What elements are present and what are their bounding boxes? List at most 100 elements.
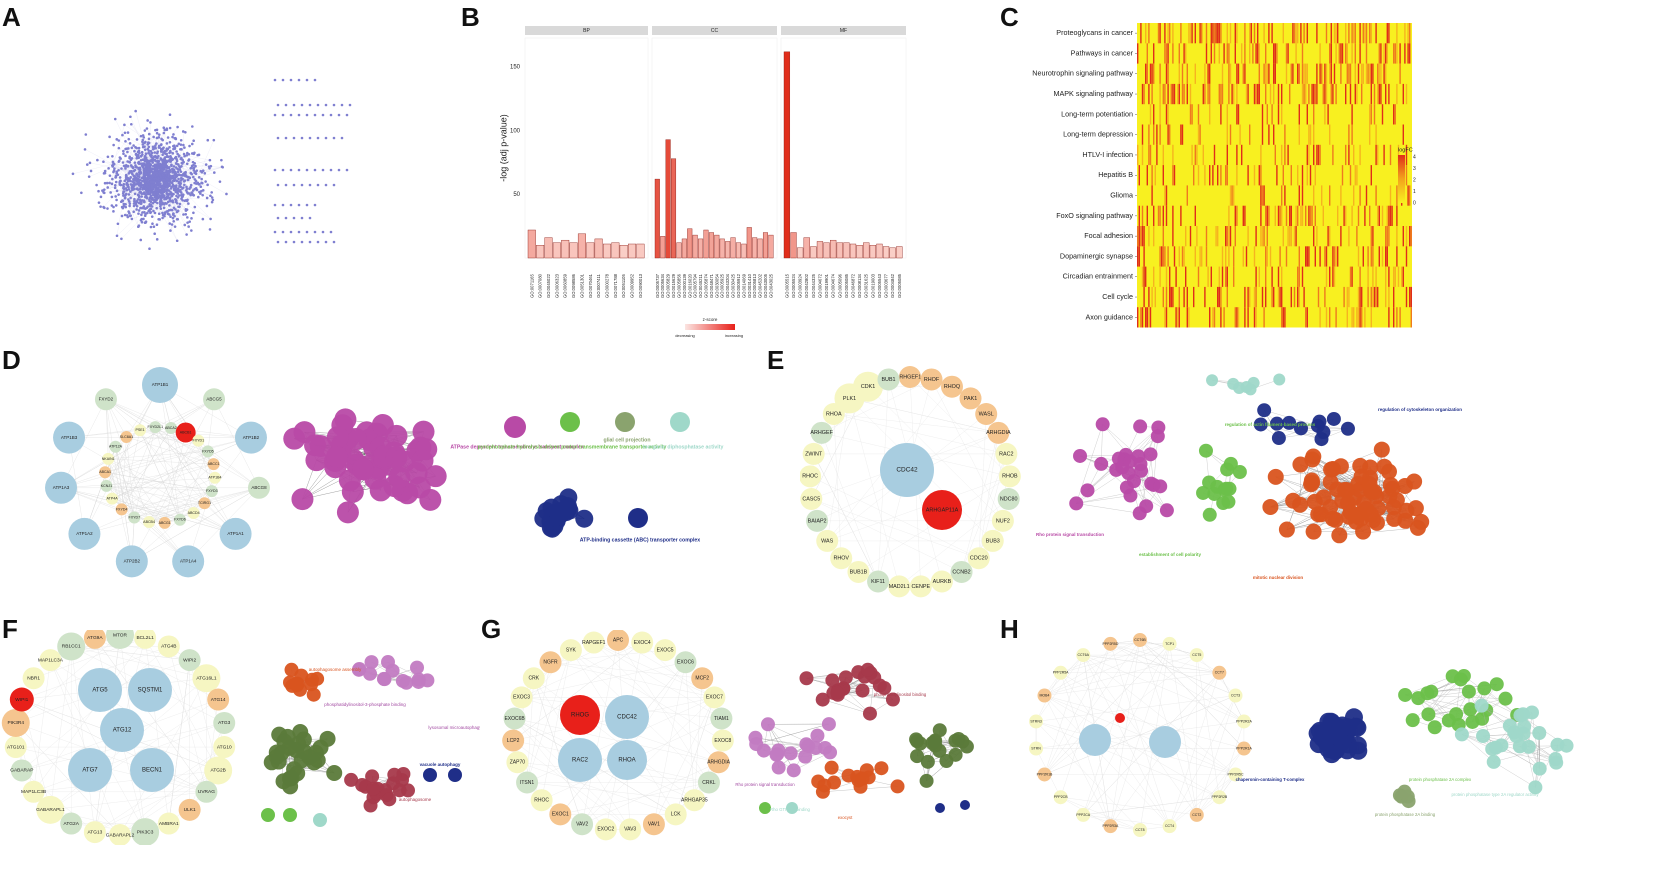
- ppi-small-node: [276, 240, 280, 244]
- ppi-node: [209, 194, 212, 198]
- ppi-node: [114, 195, 117, 198]
- ppi-node: [165, 147, 169, 150]
- ppi-node: [126, 131, 130, 134]
- bar: [735, 242, 741, 259]
- ppi-node: [122, 194, 125, 197]
- ppi-node: [175, 194, 178, 198]
- heat-cell: [1260, 144, 1262, 166]
- heat-cell: [1349, 63, 1352, 84]
- heat-cell: [1277, 83, 1280, 105]
- ring-node: [877, 368, 900, 391]
- heat-cell: [1297, 266, 1299, 287]
- ppi-node: [133, 192, 137, 196]
- heat-cell: [1349, 83, 1352, 105]
- ppi-node: [141, 186, 144, 190]
- heat-cell: [1373, 83, 1376, 105]
- ppi-node: [133, 178, 137, 182]
- ppi-small-node: [308, 240, 312, 244]
- heat-cell: [1209, 165, 1211, 186]
- x-tick-label: GO:0008134: [857, 273, 862, 298]
- x-tick-label: GO:0007080: [538, 273, 543, 298]
- inner-node: [134, 424, 147, 437]
- panel-h-networks: CCT6BTCP1CCT5CCT7CCT3PPP2R2APPP2R1APPP2R…: [1029, 633, 1574, 837]
- heat-cell: [1202, 144, 1204, 166]
- ppi-node: [134, 109, 137, 113]
- ppi-node: [145, 183, 149, 186]
- heat-cell: [1229, 63, 1232, 84]
- ppi-node: [129, 190, 132, 193]
- ppi-node: [117, 146, 121, 150]
- ppi-small-node: [273, 168, 277, 172]
- ppi-small-node: [284, 103, 288, 107]
- ppi-small-node: [305, 78, 309, 82]
- heat-cell: [1369, 205, 1371, 226]
- heat-cell: [1351, 43, 1353, 64]
- heat-cell: [1172, 226, 1174, 247]
- x-tick-label: GO:0009952: [630, 273, 635, 298]
- heat-cell: [1314, 205, 1316, 226]
- heat-cell: [1234, 23, 1236, 44]
- heat-cell: [1274, 144, 1276, 166]
- heat-cell: [1183, 43, 1185, 64]
- ppi-node: [127, 188, 131, 191]
- ppi-node: [178, 165, 181, 168]
- cluster-node: [1373, 441, 1390, 458]
- heat-cell: [1341, 43, 1344, 64]
- ppi-node: [166, 136, 170, 139]
- ppi-node: [128, 156, 131, 160]
- cluster-node: [771, 760, 786, 775]
- cluster-node: [268, 744, 285, 761]
- ring-node: [664, 803, 687, 826]
- bar: [603, 243, 611, 259]
- node-label: FXYD2L1: [148, 425, 164, 429]
- ppi-node: [144, 152, 148, 155]
- cluster-node: [783, 746, 798, 761]
- bar: [843, 242, 850, 259]
- heat-cell: [1197, 266, 1200, 287]
- cluster-node: [771, 743, 786, 758]
- edge: [1076, 503, 1140, 514]
- heat-cell: [1305, 307, 1307, 328]
- g-olive-cluster: [909, 723, 974, 788]
- cluster-node: [344, 428, 367, 451]
- ppi-node: [113, 117, 117, 121]
- heat-cell: [1213, 307, 1216, 328]
- heat-cell: [1389, 205, 1392, 226]
- ring-node: [940, 375, 963, 398]
- node-label: VAV2: [576, 822, 588, 828]
- ppi-small-node: [313, 203, 317, 207]
- heat-cell: [1309, 165, 1312, 186]
- ppi-node: [123, 131, 127, 135]
- cluster-node: [799, 671, 814, 686]
- heat-cell: [1220, 104, 1222, 125]
- heat-cell: [1237, 63, 1240, 84]
- heat-cell: [1210, 23, 1212, 44]
- cluster-node: [939, 753, 954, 768]
- heat-cell: [1388, 266, 1390, 287]
- cluster-node: [344, 772, 359, 787]
- annotation-label: exocyst: [838, 815, 853, 820]
- ppi-small-node: [308, 183, 312, 187]
- heat-cell: [1180, 205, 1182, 226]
- edge: [60, 437, 252, 489]
- ppi-node: [150, 194, 153, 197]
- heat-cell: [1316, 83, 1318, 105]
- ppi-node: [165, 202, 168, 205]
- edge: [582, 762, 719, 825]
- heat-cell: [1173, 165, 1176, 186]
- heat-cell: [1167, 104, 1169, 125]
- ppi-node: [152, 209, 155, 213]
- ppi-node: [141, 153, 144, 156]
- heat-cell: [1364, 307, 1366, 328]
- heat-cell: [1386, 205, 1388, 226]
- edge: [513, 740, 631, 830]
- heat-cell: [1250, 23, 1252, 44]
- heat-cell: [1151, 185, 1153, 206]
- facet-label: MF: [840, 28, 847, 34]
- node-label: RB1CC1: [62, 644, 81, 650]
- ppi-node: [144, 193, 148, 197]
- x-tick-label: GO:0019003: [870, 273, 875, 298]
- x-tick-label: GO:0003677: [884, 273, 889, 298]
- edge: [526, 678, 534, 783]
- heat-cell: [1385, 266, 1387, 287]
